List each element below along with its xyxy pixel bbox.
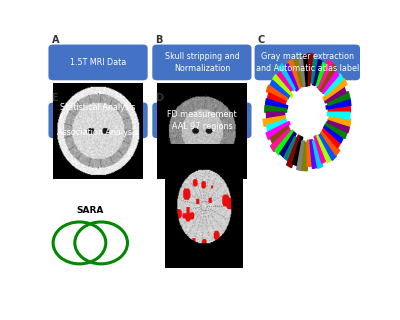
Text: Statistical Analysis

Association Analysis: Statistical Analysis Association Analysi… xyxy=(57,103,139,137)
Text: Skull stripping and
Normalization: Skull stripping and Normalization xyxy=(164,52,239,73)
FancyBboxPatch shape xyxy=(48,102,148,138)
Text: A: A xyxy=(52,35,59,45)
FancyBboxPatch shape xyxy=(152,44,252,80)
FancyBboxPatch shape xyxy=(152,102,252,138)
Text: C: C xyxy=(258,35,265,45)
Text: FD measurement
AAL 97 regions: FD measurement AAL 97 regions xyxy=(167,109,237,131)
Text: D: D xyxy=(155,93,163,103)
FancyBboxPatch shape xyxy=(255,44,360,80)
FancyBboxPatch shape xyxy=(48,44,148,80)
Text: Gray matter extraction
and Automatic atlas label: Gray matter extraction and Automatic atl… xyxy=(256,52,359,73)
Text: E: E xyxy=(52,93,58,103)
Text: SARA: SARA xyxy=(77,205,104,215)
Text: B: B xyxy=(155,35,163,45)
Text: 1.5T MRI Data: 1.5T MRI Data xyxy=(70,58,126,67)
